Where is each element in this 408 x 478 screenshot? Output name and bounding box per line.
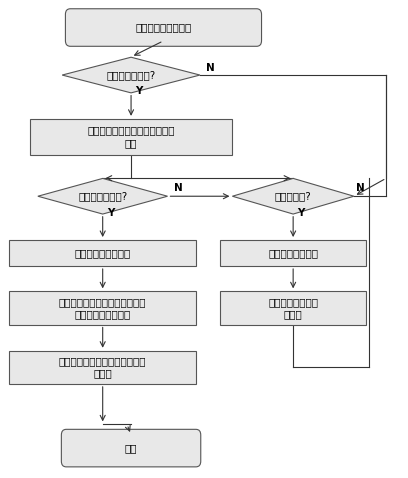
Text: N: N bbox=[206, 63, 215, 73]
Bar bbox=[9, 351, 196, 384]
Bar bbox=[9, 291, 196, 325]
Text: Y: Y bbox=[297, 207, 305, 217]
Bar bbox=[220, 240, 366, 266]
Bar bbox=[220, 291, 366, 325]
Text: 充电器蓝牙连接?: 充电器蓝牙连接? bbox=[106, 70, 156, 80]
Text: 充电器智能监控方法: 充电器智能监控方法 bbox=[135, 22, 192, 33]
Polygon shape bbox=[38, 178, 168, 214]
Text: 充电器运行完成?: 充电器运行完成? bbox=[78, 191, 127, 201]
Text: 分析充电器运行数据，警示用户
行驶里程和电池状态: 分析充电器运行数据，警示用户 行驶里程和电池状态 bbox=[59, 297, 146, 319]
Text: 得到连接提示，用户打开手机软
件。: 得到连接提示，用户打开手机软 件。 bbox=[87, 126, 175, 148]
Text: 传送数据到大数据
服务器: 传送数据到大数据 服务器 bbox=[268, 297, 318, 319]
Text: N: N bbox=[174, 184, 182, 194]
FancyBboxPatch shape bbox=[65, 9, 262, 46]
Text: 得到充电器运行数据: 得到充电器运行数据 bbox=[75, 248, 131, 258]
Text: Y: Y bbox=[107, 207, 114, 217]
Polygon shape bbox=[233, 178, 354, 214]
Bar bbox=[9, 240, 196, 266]
FancyBboxPatch shape bbox=[61, 429, 201, 467]
Polygon shape bbox=[62, 57, 200, 93]
Text: N: N bbox=[356, 184, 365, 194]
Text: 充电器错误?: 充电器错误? bbox=[275, 191, 312, 201]
Bar bbox=[30, 119, 233, 155]
Text: Y: Y bbox=[135, 87, 142, 97]
Text: 结束: 结束 bbox=[125, 443, 137, 453]
Text: 上传数据到服务器，并显示充电
履历。: 上传数据到服务器，并显示充电 履历。 bbox=[59, 356, 146, 379]
Text: 连接到网络服务端: 连接到网络服务端 bbox=[268, 248, 318, 258]
